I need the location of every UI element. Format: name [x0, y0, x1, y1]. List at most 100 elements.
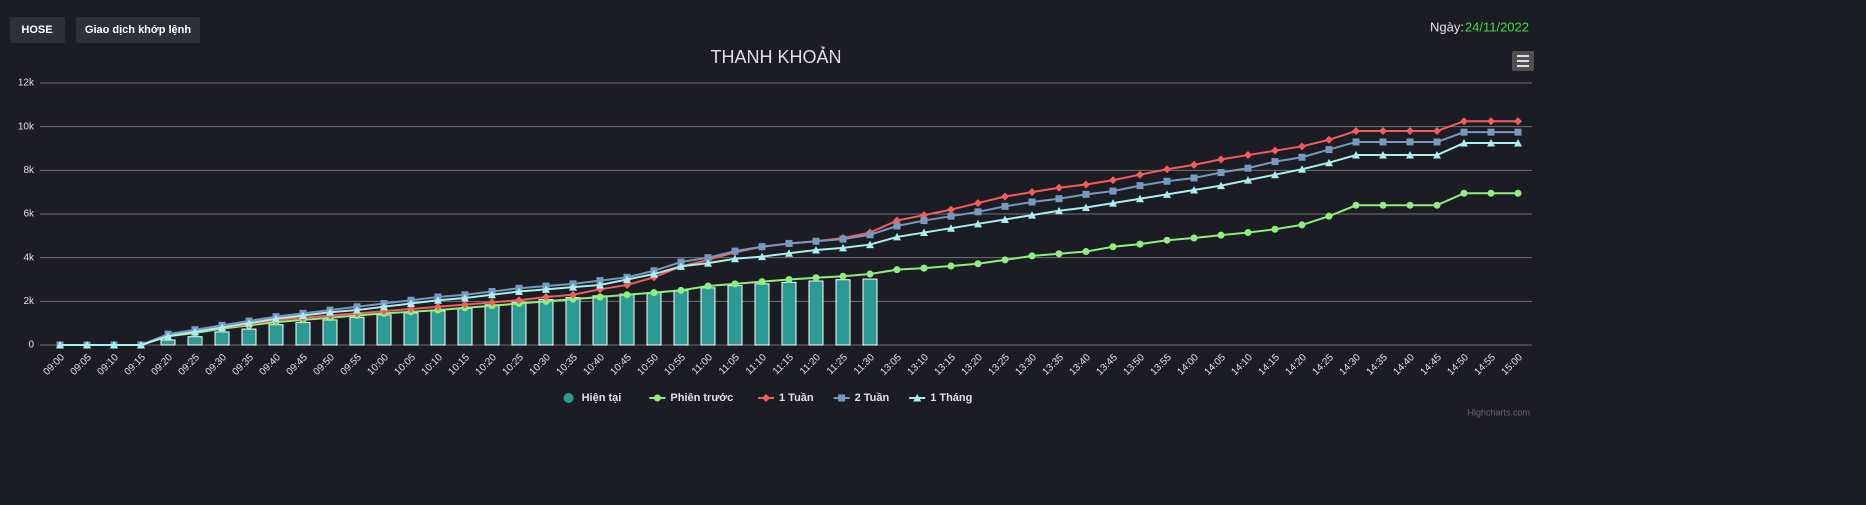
point-marker — [569, 283, 577, 291]
x-tick-label: 10:35 — [555, 352, 581, 378]
point-marker — [893, 222, 901, 230]
market-button[interactable] — [10, 17, 65, 43]
point-marker — [1001, 192, 1009, 201]
point-marker — [812, 246, 820, 254]
x-tick-label: 14:00 — [1176, 352, 1202, 378]
point-marker — [839, 272, 847, 280]
point-marker — [137, 341, 145, 349]
point-marker — [1055, 206, 1063, 215]
point-marker — [1244, 151, 1252, 160]
point-marker — [866, 270, 874, 278]
point-marker — [1514, 128, 1522, 136]
point-marker — [1001, 215, 1009, 223]
x-tick-label: 13:05 — [879, 352, 905, 378]
point-marker — [515, 296, 523, 305]
point-marker — [704, 259, 712, 267]
point-marker — [947, 262, 955, 270]
point-marker — [1298, 153, 1306, 161]
bar — [268, 324, 284, 346]
x-tick-label: 11:25 — [825, 352, 850, 377]
legend-item[interactable]: 1 Tháng — [909, 392, 972, 404]
bar — [430, 310, 446, 346]
bar — [565, 297, 581, 346]
point-marker — [1055, 195, 1063, 203]
x-tick-label: 14:25 — [1311, 352, 1337, 378]
point-marker — [326, 308, 334, 316]
x-tick-label: 13:10 — [906, 352, 932, 378]
legend-item[interactable]: Phiên trước — [649, 392, 733, 404]
x-tick-label: 13:45 — [1095, 352, 1121, 378]
x-tick-label: 10:15 — [447, 352, 473, 378]
bar — [673, 289, 689, 346]
legend-item[interactable]: Hiện tại — [563, 392, 622, 404]
point-marker — [650, 270, 658, 278]
bar — [727, 285, 743, 346]
point-marker — [164, 332, 172, 340]
x-tick-label: 09:05 — [69, 352, 95, 378]
point-marker — [434, 296, 442, 304]
x-tick-label: 14:20 — [1284, 352, 1310, 378]
point-marker — [1379, 138, 1387, 146]
point-marker — [1487, 117, 1495, 126]
point-marker — [1460, 139, 1468, 147]
point-marker — [434, 302, 442, 311]
x-tick-label: 09:00 — [42, 352, 68, 378]
point-marker — [785, 239, 793, 247]
point-marker — [812, 237, 820, 245]
menu-icon[interactable] — [1517, 55, 1529, 67]
y-tick-label: 2k — [23, 296, 35, 307]
point-marker — [1433, 127, 1441, 136]
point-marker — [299, 311, 307, 320]
point-marker — [893, 266, 901, 274]
mode-button[interactable] — [76, 17, 200, 43]
point-marker — [488, 298, 496, 307]
point-marker — [488, 290, 496, 299]
x-tick-label: 15:00 — [1500, 352, 1526, 378]
point-marker — [1055, 183, 1063, 192]
point-marker — [1028, 188, 1036, 197]
y-tick-label: 4k — [23, 252, 35, 263]
point-marker — [542, 297, 550, 305]
legend-item[interactable]: 1 Tuần — [758, 392, 814, 404]
x-tick-label: 13:20 — [960, 352, 986, 378]
point-marker — [1460, 117, 1468, 126]
point-marker — [272, 314, 280, 323]
point-marker — [1433, 201, 1441, 209]
chart-title: THANH KHOẢN — [710, 46, 841, 67]
x-tick-label: 10:10 — [420, 352, 446, 378]
legend-item[interactable]: 2 Tuần — [833, 392, 890, 404]
point-marker — [218, 323, 226, 332]
x-tick-label: 13:55 — [1149, 352, 1175, 378]
point-marker — [1082, 203, 1090, 211]
x-tick-label: 11:00 — [690, 352, 715, 377]
point-marker — [920, 217, 928, 225]
point-marker — [974, 260, 982, 268]
bar — [457, 307, 473, 346]
point-marker — [1406, 201, 1414, 209]
point-marker — [1379, 151, 1387, 159]
x-tick-label: 09:45 — [285, 352, 311, 378]
point-marker — [1109, 199, 1117, 207]
x-tick-label: 10:00 — [366, 352, 392, 378]
bar — [403, 312, 419, 346]
point-marker — [1244, 164, 1252, 172]
mode-button-label: Giao dịch khớp lệnh — [85, 24, 191, 36]
point-marker — [542, 285, 550, 293]
point-marker — [1163, 236, 1171, 244]
x-tick-label: 13:35 — [1041, 352, 1067, 378]
point-marker — [569, 290, 577, 299]
point-marker — [947, 205, 955, 214]
point-marker — [1298, 165, 1306, 173]
point-marker — [677, 286, 685, 294]
point-marker — [866, 240, 874, 249]
menu-button[interactable] — [1512, 51, 1534, 71]
point-marker — [974, 208, 982, 216]
x-tick-label: 10:05 — [393, 352, 419, 378]
point-marker — [839, 243, 847, 252]
x-tick-label: 13:30 — [1014, 352, 1040, 378]
point-marker — [380, 302, 388, 311]
point-marker — [704, 282, 712, 290]
bar — [700, 287, 716, 346]
point-marker — [1271, 146, 1279, 155]
point-marker — [1082, 180, 1090, 189]
